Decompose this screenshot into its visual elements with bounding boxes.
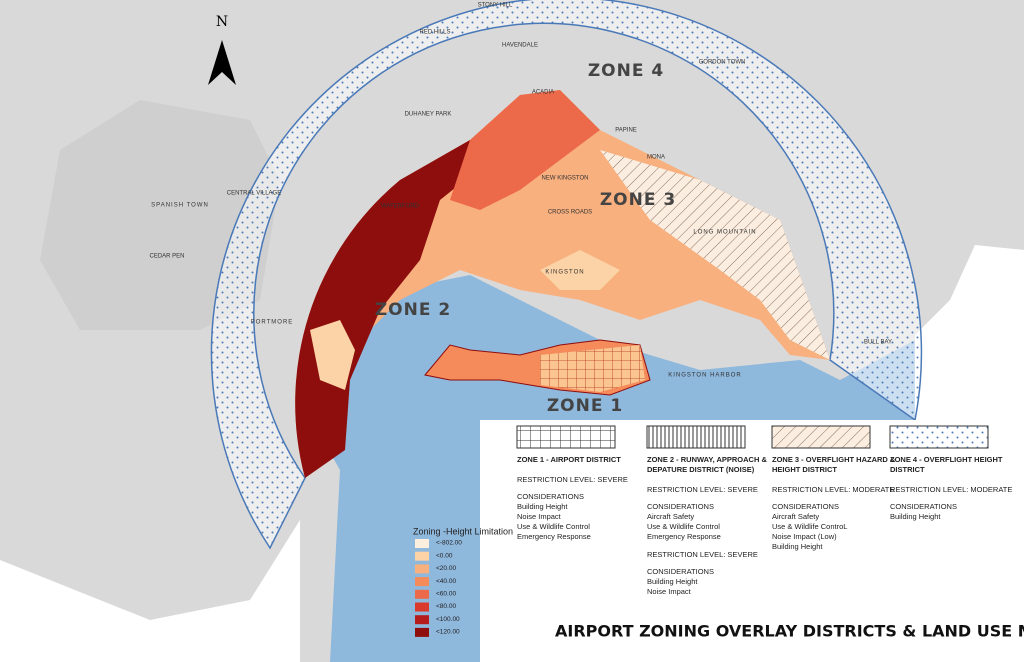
zone-label: ZONE 1	[547, 396, 623, 416]
height-label: <100.00	[436, 616, 460, 623]
place-labels: STONY HILL RED HILLS HAVENDALE GORDON TOWN A…	[149, 3, 892, 379]
place-label: HAVENDALE	[502, 43, 538, 49]
restriction-level: RESTRICTION LEVEL: SEVERE	[517, 475, 628, 484]
height-zone	[310, 320, 355, 390]
place-label: WATERFORD	[381, 204, 420, 210]
consideration: Emergency Response	[647, 532, 721, 541]
height-swatch	[415, 564, 429, 574]
place-label: CROSS ROADS	[548, 210, 592, 216]
considerations-title: CONSIDERATIONS	[647, 502, 714, 511]
place-label: GORDON TOWN	[699, 60, 746, 66]
place-label: ACADIA	[532, 90, 554, 96]
consideration: Building Height	[772, 542, 823, 551]
considerations-title: CONSIDERATIONS	[517, 492, 584, 501]
consideration: Building Height	[890, 512, 941, 521]
consideration: Use & Wildlife Control	[517, 522, 590, 531]
height-label: <60.00	[436, 591, 456, 598]
consideration: Use & Wildlife ControL	[772, 522, 847, 531]
height-label: <-802.00	[436, 540, 462, 547]
zone-label: ZONE 3	[600, 190, 676, 210]
height-legend-title: Zoning -Height Limitation	[413, 526, 513, 536]
consideration: Noise Impact	[517, 512, 562, 521]
place-label: PAPINE	[615, 128, 637, 134]
compass: N	[216, 14, 228, 30]
consideration: Use & Wildlife Control	[647, 522, 720, 531]
consideration: Noise Impact (Low)	[772, 532, 837, 541]
restriction-level: RESTRICTION LEVEL: MODERATE	[772, 485, 894, 494]
height-swatch	[415, 602, 429, 612]
place-label: CENTRAL VILLAGE	[227, 191, 281, 197]
height-label: <40.00	[436, 578, 456, 585]
zone-label: ZONE 4	[588, 61, 664, 81]
consideration: Aircraft Safety	[772, 512, 819, 521]
place-label: NEW KINGSTON	[542, 176, 589, 182]
zone-labels: ZONE 4 ZONE 3 ZONE 2 ZONE 1	[375, 61, 676, 416]
zone-swatch	[516, 425, 616, 449]
place-label: LONG MOUNTAIN	[693, 230, 756, 236]
consideration: Emergency Response	[517, 532, 591, 541]
zone-swatch	[646, 425, 746, 449]
zone-title: ZONE 4 - OVERFLIGHT HEIGHT DISTRICT	[890, 455, 1003, 474]
consideration: Noise Impact	[647, 587, 692, 596]
height-swatch	[415, 539, 429, 548]
place-label: DUHANEY PARK	[405, 112, 452, 118]
zone-title: ZONE 1 - AIRPORT DISTRICT	[517, 455, 621, 464]
place-label: PORTMORE	[251, 320, 294, 326]
zone-swatch	[771, 425, 871, 449]
place-label: MONA	[647, 155, 665, 161]
zone-title: ZONE 3 - OVERFLIGHT HAZARD & HEIGHT DISTR…	[772, 455, 896, 474]
place-label: RED HILLS	[419, 30, 450, 36]
height-zone	[450, 90, 600, 210]
height-swatch	[415, 551, 429, 561]
considerations-title: CONSIDERATIONS	[890, 502, 957, 511]
place-label: KINGSTON HARBOR	[668, 373, 742, 379]
place-label: CEDAR PEN	[149, 254, 184, 260]
place-label: STONY HILL	[478, 3, 513, 9]
consideration: Building Height	[517, 502, 568, 511]
height-zone	[295, 140, 490, 478]
considerations-title: CONSIDERATIONS	[647, 567, 714, 576]
height-legend: Zoning -Height Limitation <-802.00 <0.00 <2…	[413, 526, 513, 637]
height-label: <0.00	[436, 552, 453, 559]
place-label: BULL BAY	[864, 340, 892, 346]
restriction-level: RESTRICTION LEVEL: SEVERE	[647, 485, 758, 494]
zone-label: ZONE 2	[375, 300, 451, 320]
place-label: SPANISH TOWN	[151, 203, 209, 209]
considerations-title: CONSIDERATIONS	[772, 502, 839, 511]
height-label: <80.00	[436, 603, 456, 610]
height-label: <120.00	[436, 629, 460, 636]
height-swatch	[415, 589, 429, 599]
height-zone	[540, 250, 620, 290]
map-title: AIRPORT ZONING OVERLAY DISTRICTS & LAND …	[555, 622, 1024, 641]
height-swatch	[415, 627, 429, 637]
place-label: KINGSTON	[545, 270, 584, 276]
consideration: Building Height	[647, 577, 698, 586]
zone-swatch	[889, 425, 989, 449]
height-swatch	[415, 577, 429, 587]
zone-3-area	[600, 150, 830, 360]
north-arrow	[208, 40, 236, 85]
height-swatch	[415, 615, 429, 625]
zone-legend: ZONE 1 - AIRPORT DISTRICT RESTRICTION LEV…	[516, 425, 1012, 596]
restriction-level: RESTRICTION LEVEL: MODERATE	[890, 485, 1012, 494]
zone-4-area	[210, 0, 923, 550]
consideration: Aircraft Safety	[647, 512, 694, 521]
zone-title: ZONE 2 - RUNWAY, APPROACH & DEPATURE DIST…	[647, 455, 767, 474]
restriction-level: RESTRICTION LEVEL: SEVERE	[647, 550, 758, 559]
legend-panel	[480, 420, 1024, 662]
zone-1-area	[540, 345, 645, 392]
height-label: <20.00	[436, 565, 456, 572]
